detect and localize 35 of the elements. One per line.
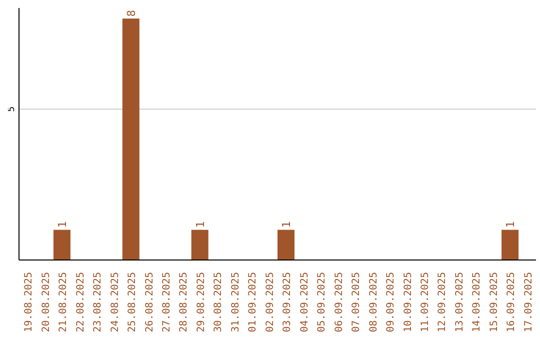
x-tick-label: 22.08.2025 (75, 272, 86, 332)
x-tick-label: 23.08.2025 (92, 272, 104, 332)
data-label: 1 (56, 221, 69, 228)
data-label: 1 (194, 221, 207, 228)
x-tick-label: 25.08.2025 (127, 272, 138, 332)
x-tick-label: 28.08.2025 (178, 272, 190, 332)
data-label: 8 (124, 10, 138, 17)
x-tick-label: 05.09.2025 (316, 272, 328, 332)
x-tick-label: 29.08.2025 (196, 272, 207, 332)
x-tick-label: 16.09.2025 (506, 272, 518, 332)
x-tick-label: 09.09.2025 (386, 272, 397, 332)
x-tick-label: 26.08.2025 (144, 272, 156, 332)
x-tick-label: 10.09.2025 (402, 272, 414, 332)
x-tick-label: 04.09.2025 (299, 272, 310, 332)
x-tick-label: 19.08.2025 (24, 272, 35, 332)
x-tick-label: 17.09.2025 (523, 272, 534, 332)
x-tick-label: 11.09.2025 (420, 272, 431, 332)
data-label: 1 (280, 221, 293, 228)
x-tick-label: 20.08.2025 (40, 272, 52, 332)
x-tick-label: 24.08.2025 (110, 272, 121, 332)
x-tick-label: 30.08.2025 (213, 272, 224, 332)
x-tick-label: 31.08.2025 (230, 272, 242, 332)
x-tick-label: 14.09.2025 (472, 272, 483, 332)
data-label: 1 (504, 221, 518, 228)
x-tick-label: 07.09.2025 (351, 272, 362, 332)
x-tick-label: 27.08.2025 (161, 272, 172, 332)
x-tick-label: 15.09.2025 (488, 272, 500, 332)
x-tick-label: 01.09.2025 (248, 272, 259, 332)
x-tick-label: 06.09.2025 (334, 272, 345, 332)
x-tick-label: 13.09.2025 (454, 272, 466, 332)
x-tick-label: 12.09.2025 (437, 272, 448, 332)
x-tick-label: 02.09.2025 (264, 272, 276, 332)
x-tick-label: 21.08.2025 (58, 272, 70, 332)
x-tick-label: 08.09.2025 (368, 272, 380, 332)
x-tick-label: 03.09.2025 (282, 272, 294, 332)
